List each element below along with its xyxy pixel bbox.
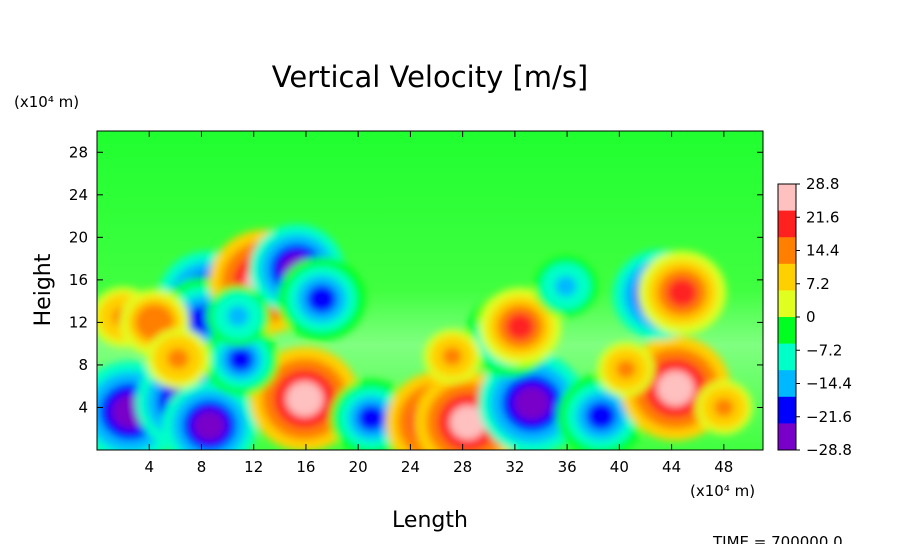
y-axis-label: Height xyxy=(31,253,56,326)
field-feature-17 xyxy=(479,287,562,366)
colorbar-segment xyxy=(778,343,796,371)
y-tick-label: 20 xyxy=(69,228,88,246)
feature-ring xyxy=(357,404,386,432)
colorbar-tick-label: 0 xyxy=(806,308,816,326)
colorbar-tick-label: 14.4 xyxy=(806,242,839,260)
x-tick-label: 20 xyxy=(349,458,368,476)
field-feature-23 xyxy=(423,329,481,384)
feature-ring xyxy=(167,348,189,369)
colorbar-segment xyxy=(778,237,796,265)
feature-ring xyxy=(227,305,249,327)
field-feature-8 xyxy=(556,374,646,450)
x-axis-label: Length xyxy=(392,508,468,533)
feature-ring xyxy=(193,410,226,441)
x-tick-label: 32 xyxy=(505,458,524,476)
colorbar-segment xyxy=(778,317,796,345)
field-feature-20 xyxy=(637,250,727,335)
x-tick-label: 4 xyxy=(144,458,154,476)
x-tick-label: 40 xyxy=(610,458,629,476)
y-tick-label: 16 xyxy=(69,271,88,289)
feature-ring xyxy=(656,370,695,407)
feature-ring xyxy=(285,381,324,417)
feature-ring xyxy=(616,359,636,379)
feature-ring xyxy=(442,347,462,366)
feature-ring xyxy=(506,313,535,340)
x-tick-label: 12 xyxy=(244,458,263,476)
y-tick-label: 28 xyxy=(69,143,88,161)
colorbar-tick-label: −21.6 xyxy=(806,408,852,426)
field-blobs xyxy=(97,224,753,450)
field-feature-27 xyxy=(146,328,210,389)
y-axis-ticks: 4 8 12 16 20 24 28 xyxy=(69,143,763,416)
colorbar-segment xyxy=(778,290,796,318)
field-feature-2 xyxy=(162,380,257,450)
plot-frame xyxy=(96,130,764,451)
field-feature-24 xyxy=(597,342,655,397)
x-axis-ticks: 4 8 12 16 20 24 28 32 36 40 44 48 xyxy=(144,131,733,476)
y-tick-label: 24 xyxy=(69,186,88,204)
y-tick-label: 4 xyxy=(78,398,88,416)
plot-area xyxy=(96,130,764,451)
field-feature-14 xyxy=(277,257,366,341)
x-tick-label: 8 xyxy=(197,458,207,476)
x-tick-label: 28 xyxy=(453,458,472,476)
y-tick-label: 12 xyxy=(69,313,88,331)
colorbar-segment xyxy=(778,423,796,451)
feature-ring xyxy=(586,401,617,431)
colorbar-tick-label: −28.8 xyxy=(806,441,852,459)
colorbar-segment xyxy=(778,263,796,291)
time-footer: TIME = 700000.0 xyxy=(712,533,843,544)
x-tick-label: 48 xyxy=(714,458,733,476)
feature-ring xyxy=(142,311,167,334)
field-feature-18 xyxy=(534,256,598,317)
x-tick-label: 16 xyxy=(296,458,315,476)
feature-ring xyxy=(227,347,254,372)
colorbar-segment xyxy=(778,370,796,398)
feature-ring xyxy=(449,405,487,440)
feature-ring xyxy=(513,385,551,421)
x-tick-label: 44 xyxy=(662,458,681,476)
colorbar-segment xyxy=(778,184,796,212)
feature-ring xyxy=(714,398,734,417)
feature-ring xyxy=(667,278,698,307)
y-unit-label: (x10⁴ m) xyxy=(14,93,79,111)
colorbar-tick-label: 7.2 xyxy=(806,275,830,293)
field-feature-25 xyxy=(695,380,753,435)
colorbar: 28.8 21.6 14.4 7.2 0 −7.2 −14.4 −21.6 −28.8 xyxy=(777,175,852,459)
y-tick-label: 8 xyxy=(78,356,88,374)
colorbar-tick-label: −14.4 xyxy=(806,375,852,393)
chart-title: Vertical Velocity [m/s] xyxy=(272,60,589,94)
x-tick-label: 36 xyxy=(558,458,577,476)
colorbar-tick-label: −7.2 xyxy=(806,341,842,359)
colorbar-segment xyxy=(778,210,796,238)
colorbar-tick-label: 28.8 xyxy=(806,175,839,193)
field-feature-26 xyxy=(206,285,270,347)
feature-ring xyxy=(555,276,577,297)
colorbar-segment xyxy=(778,396,796,424)
x-tick-label: 24 xyxy=(401,458,420,476)
feature-ring xyxy=(306,284,337,314)
x-unit-label: (x10⁴ m) xyxy=(690,482,755,500)
colorbar-tick-label: 21.6 xyxy=(806,208,839,226)
